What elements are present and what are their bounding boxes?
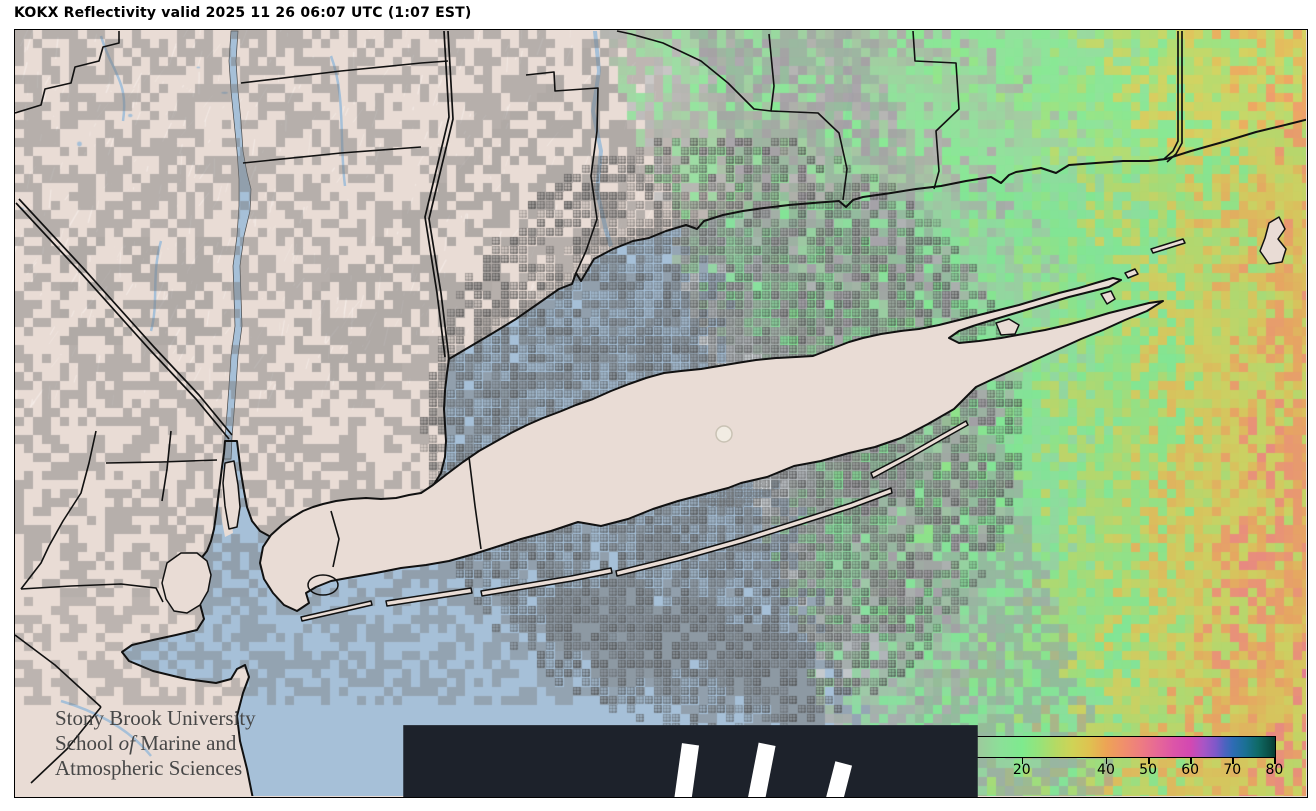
colorbar-tick-label: 80 — [1265, 762, 1284, 778]
colorbar-tick — [1190, 758, 1192, 764]
colorbar-tick — [1148, 758, 1150, 764]
colorbar-tick-label: 40 — [1097, 762, 1115, 778]
mainland-coastline — [121, 118, 1306, 796]
university-wordmark: Stony Brook University School of Marine … — [55, 706, 256, 781]
state-borders — [15, 30, 1183, 440]
colorbar-tick — [1274, 758, 1276, 764]
colorbar-tick — [1021, 758, 1024, 764]
colorbar-tick-label: 20 — [1012, 762, 1031, 778]
manhattan-coastline — [222, 460, 241, 530]
colorbar-tick — [1232, 758, 1234, 764]
colorbar-tick-label: 60 — [1181, 762, 1200, 778]
colorbar-tick-label: 70 — [1223, 762, 1242, 778]
radar-map: 0204050607080 ★ Stony Brook University S… — [14, 29, 1308, 798]
staten-island-coastline — [161, 552, 212, 614]
jamaica-bay-coastline — [307, 574, 339, 596]
long-island-coastline — [259, 277, 1164, 612]
radar-site-marker — [715, 425, 733, 443]
boundaries-layer — [15, 30, 1306, 796]
university-shield-icon: ★ — [403, 725, 978, 797]
islands-coastline — [995, 216, 1287, 336]
county-borders — [15, 30, 960, 784]
logo-line-2: School of Marine and — [55, 731, 237, 755]
logo-line-1: Stony Brook University — [55, 706, 256, 730]
university-logo: ★ Stony Brook University School of Marin… — [45, 706, 978, 797]
colorbar-tick-label: 50 — [1139, 762, 1157, 778]
map-title: KOKX Reflectivity valid 2025 11 26 06:07… — [14, 5, 472, 21]
logo-line-3: Atmospheric Sciences — [55, 756, 243, 780]
colorbar-tick — [1105, 758, 1108, 764]
